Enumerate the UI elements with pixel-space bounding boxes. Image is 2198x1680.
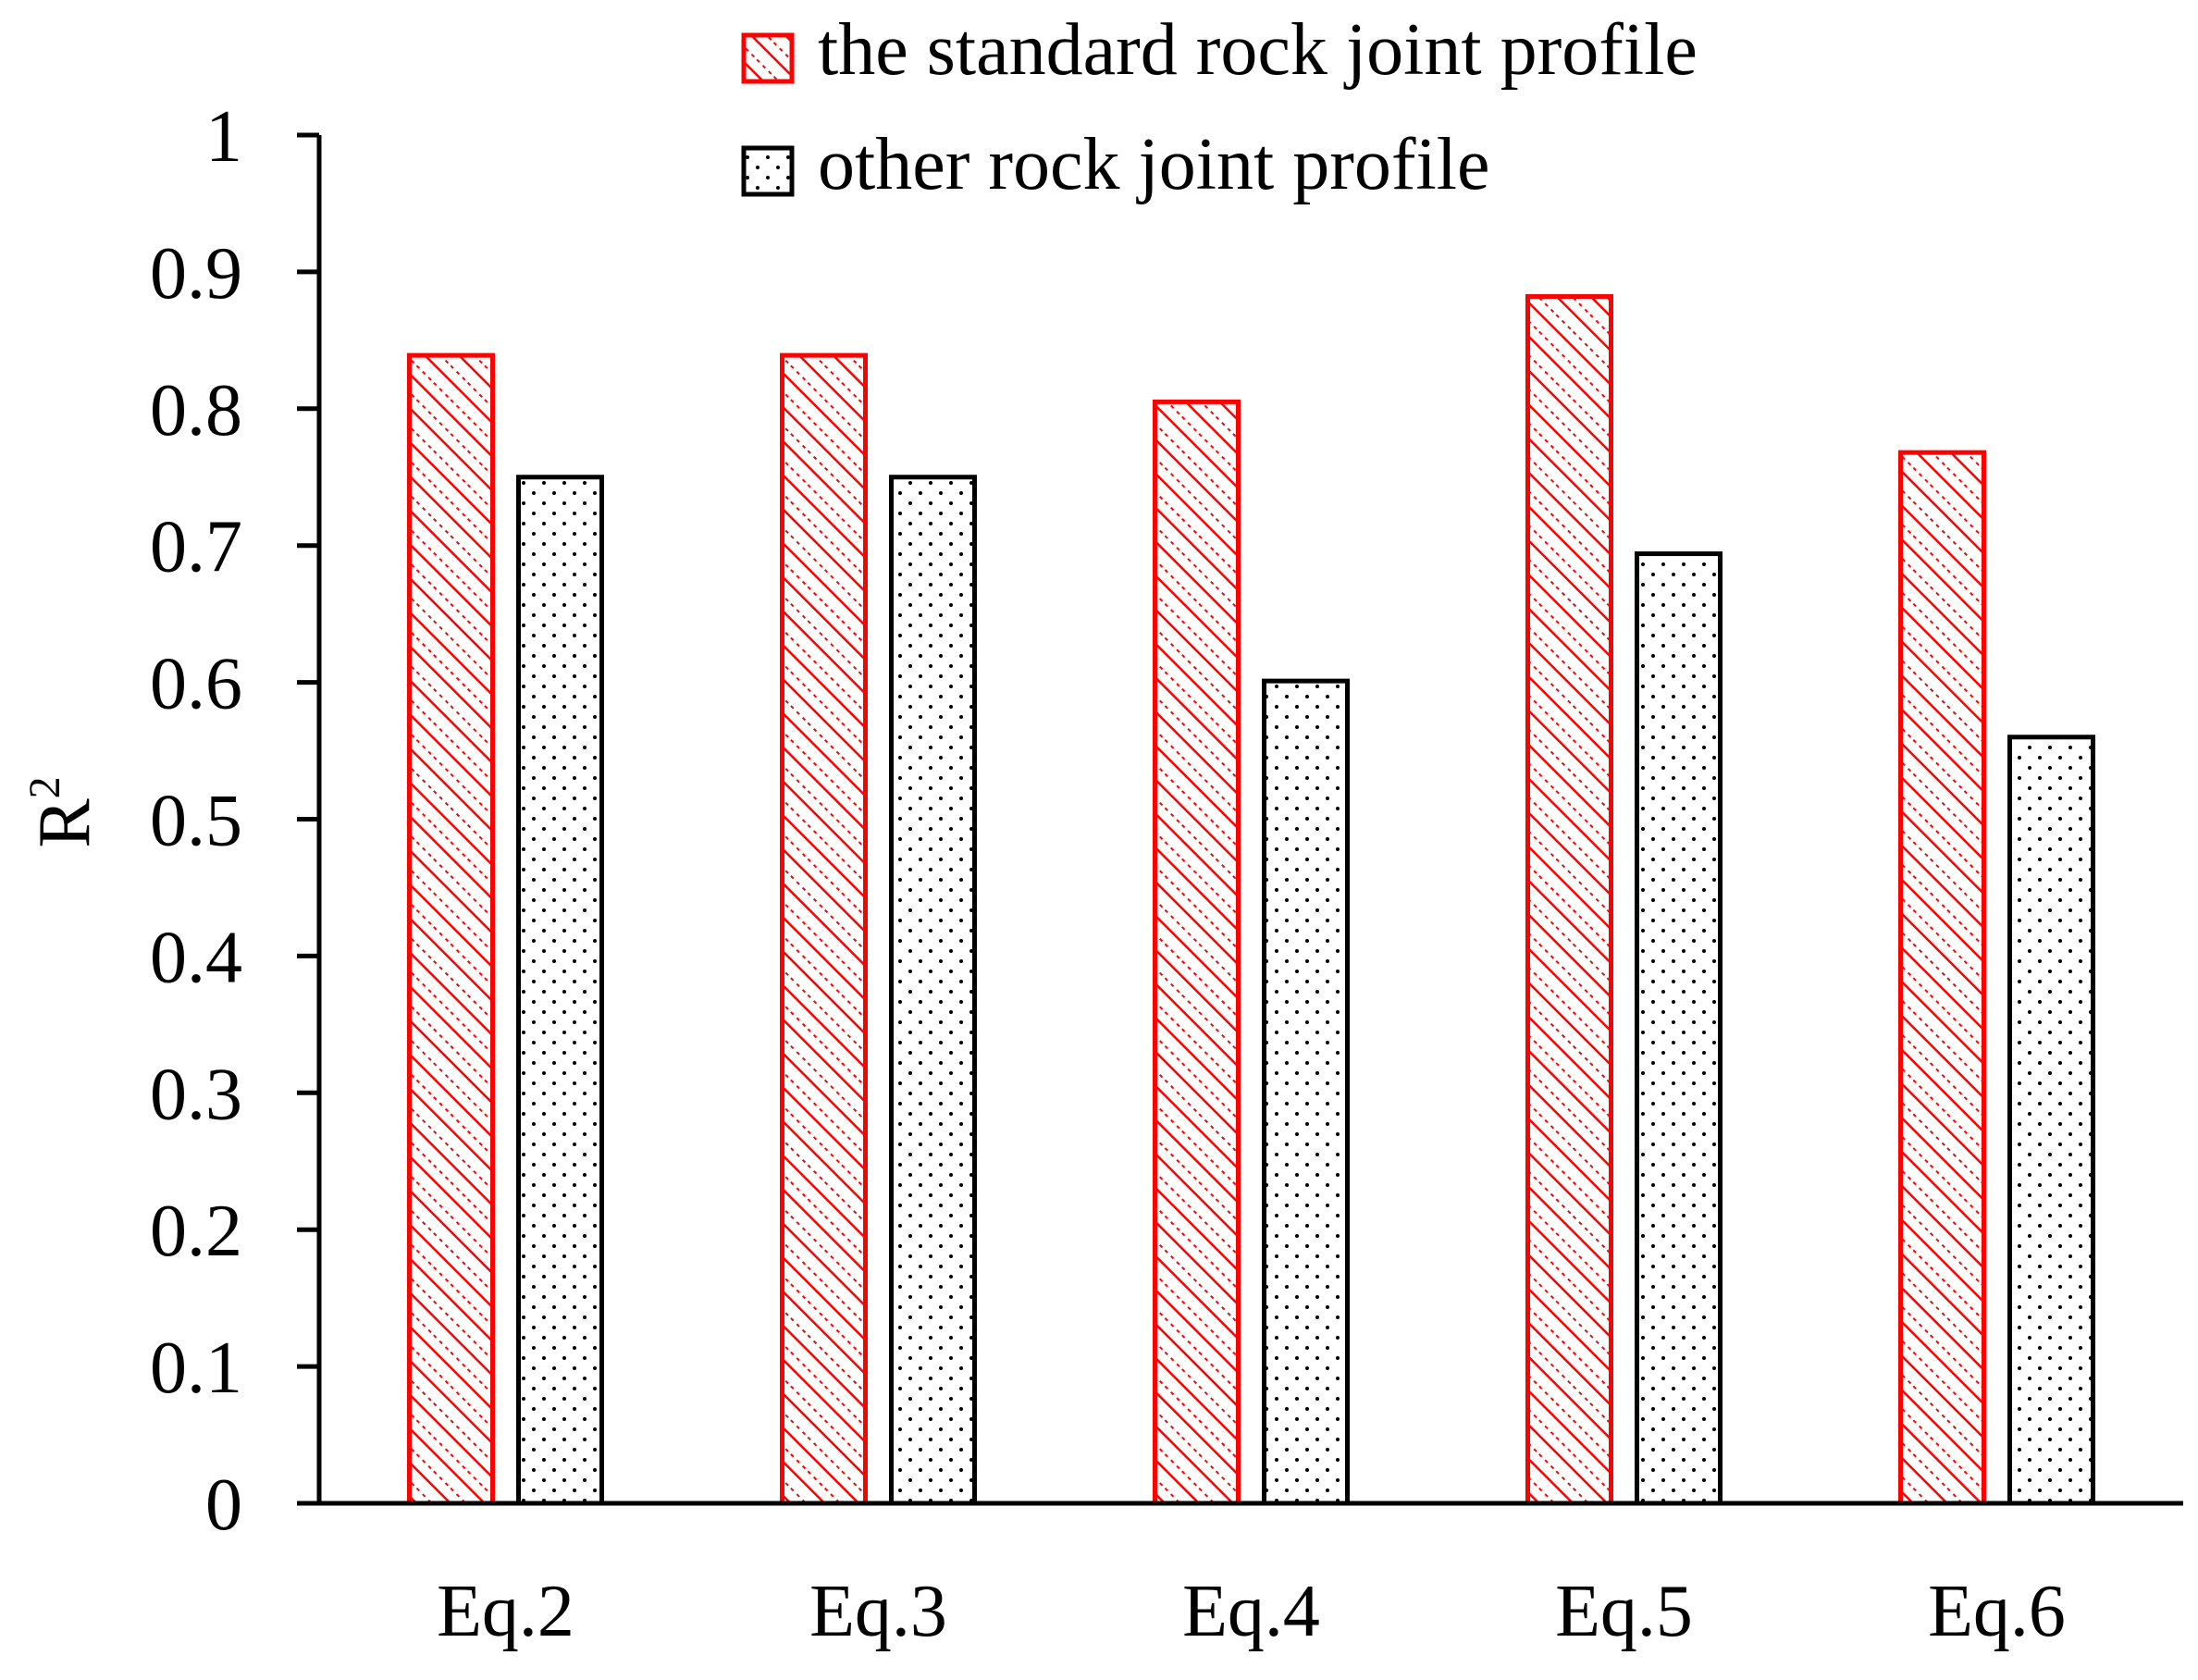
y-tick-label: 0.1: [150, 1328, 242, 1409]
legend-label-standard: the standard rock joint profile: [818, 9, 1698, 91]
legend-item-standard: the standard rock joint profile: [741, 9, 1698, 91]
bars: [407, 294, 2095, 1506]
x-tick-label: Eq.3: [809, 1571, 947, 1652]
x-tick-label: Eq.2: [437, 1571, 574, 1652]
bar-standard: [1898, 450, 1986, 1506]
y-tick-label: 0.6: [150, 644, 242, 725]
y-tick-label: 0.2: [150, 1191, 242, 1272]
y-axis-label-superscript: 2: [20, 776, 69, 798]
bar-other: [2007, 735, 2095, 1506]
y-axis-label: R2: [20, 776, 105, 847]
y-tick-label: 0.9: [150, 233, 242, 315]
x-tick-label: Eq.5: [1555, 1571, 1693, 1652]
y-tick-label: 0.3: [150, 1054, 242, 1135]
bar-standard: [780, 352, 868, 1506]
y-axis-ticks: 0 0.1 0.2 0.3 0.4 0.5 0.6 0.7 0.8 0.9 1: [150, 96, 319, 1546]
x-axis-tick-labels: Eq.2 Eq.3 Eq.4 Eq.5 Eq.6: [437, 1571, 2066, 1652]
legend-label-other: other rock joint profile: [818, 124, 1489, 205]
y-tick-label: 0.7: [150, 507, 242, 588]
bar-other: [1262, 678, 1350, 1506]
bar-other: [516, 475, 604, 1506]
bar-standard: [1525, 294, 1613, 1506]
y-tick-label: 0.4: [150, 917, 242, 998]
x-tick-label: Eq.4: [1182, 1571, 1320, 1652]
legend: the standard rock joint profile other ro…: [741, 9, 1698, 205]
y-axis-label-main: R: [24, 798, 105, 848]
y-tick-label: 0.8: [150, 370, 242, 451]
y-tick-label: 0.5: [150, 781, 242, 862]
y-tick-label: 1: [205, 96, 242, 178]
legend-swatch-other: [741, 145, 795, 197]
bar-other: [1635, 551, 1723, 1506]
y-tick-label: 0: [205, 1464, 242, 1546]
bar-standard: [407, 352, 495, 1506]
legend-swatch-standard: [741, 32, 795, 84]
y-axis-label-text: R2: [20, 776, 105, 847]
bar-standard: [1153, 399, 1241, 1506]
legend-item-other: other rock joint profile: [741, 124, 1489, 205]
bar-other: [889, 475, 977, 1506]
x-tick-label: Eq.6: [1928, 1571, 2066, 1652]
